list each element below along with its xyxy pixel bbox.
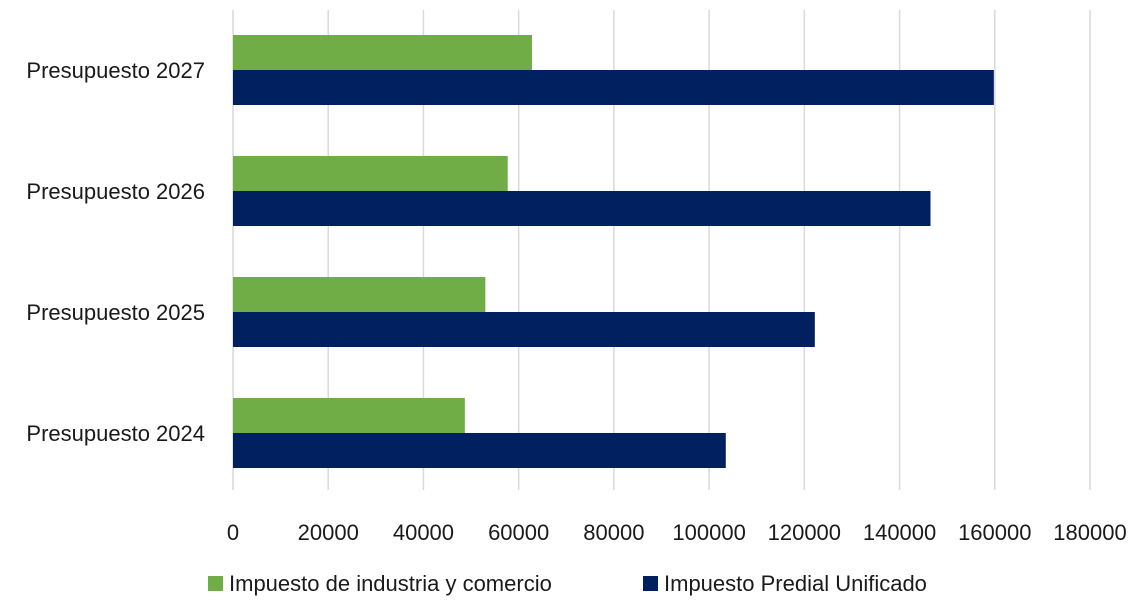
legend-swatch [208, 576, 223, 591]
legend: Impuesto de industria y comercio Impuesto… [208, 571, 927, 596]
bar-industria-presupuesto-2025 [233, 277, 486, 312]
x-axis-tick-labels: 0 20000 40000 60000 80000 100000 120000 140000 1… [227, 520, 1127, 545]
bars [233, 35, 994, 468]
x-tick-label: 20000 [298, 520, 359, 545]
x-tick-label: 140000 [863, 520, 936, 545]
x-tick-label: 40000 [393, 520, 454, 545]
category-labels: Presupuesto 2024 Presupuesto 2025 Presupue… [26, 58, 205, 446]
x-tick-label: 0 [227, 520, 239, 545]
bar-predial-presupuesto-2026 [233, 191, 931, 226]
x-tick-label: 120000 [768, 520, 841, 545]
category-label: Presupuesto 2024 [26, 421, 205, 446]
x-tick-label: 80000 [583, 520, 644, 545]
category-label: Presupuesto 2025 [26, 300, 205, 325]
legend-swatch [643, 576, 658, 591]
category-label: Presupuesto 2026 [26, 179, 205, 204]
x-tick-label: 180000 [1053, 520, 1126, 545]
category-label: Presupuesto 2027 [26, 58, 205, 83]
legend-label: Impuesto de industria y comercio [229, 571, 552, 596]
x-tick-label: 160000 [958, 520, 1031, 545]
bar-predial-presupuesto-2027 [233, 70, 994, 105]
x-tick-label: 60000 [488, 520, 549, 545]
bar-predial-presupuesto-2025 [233, 312, 815, 347]
bar-industria-presupuesto-2027 [233, 35, 532, 70]
bar-industria-presupuesto-2026 [233, 156, 508, 191]
bar-industria-presupuesto-2024 [233, 398, 465, 433]
legend-label: Impuesto Predial Unificado [664, 571, 927, 596]
bar-predial-presupuesto-2024 [233, 433, 726, 468]
x-tick-label: 100000 [672, 520, 745, 545]
